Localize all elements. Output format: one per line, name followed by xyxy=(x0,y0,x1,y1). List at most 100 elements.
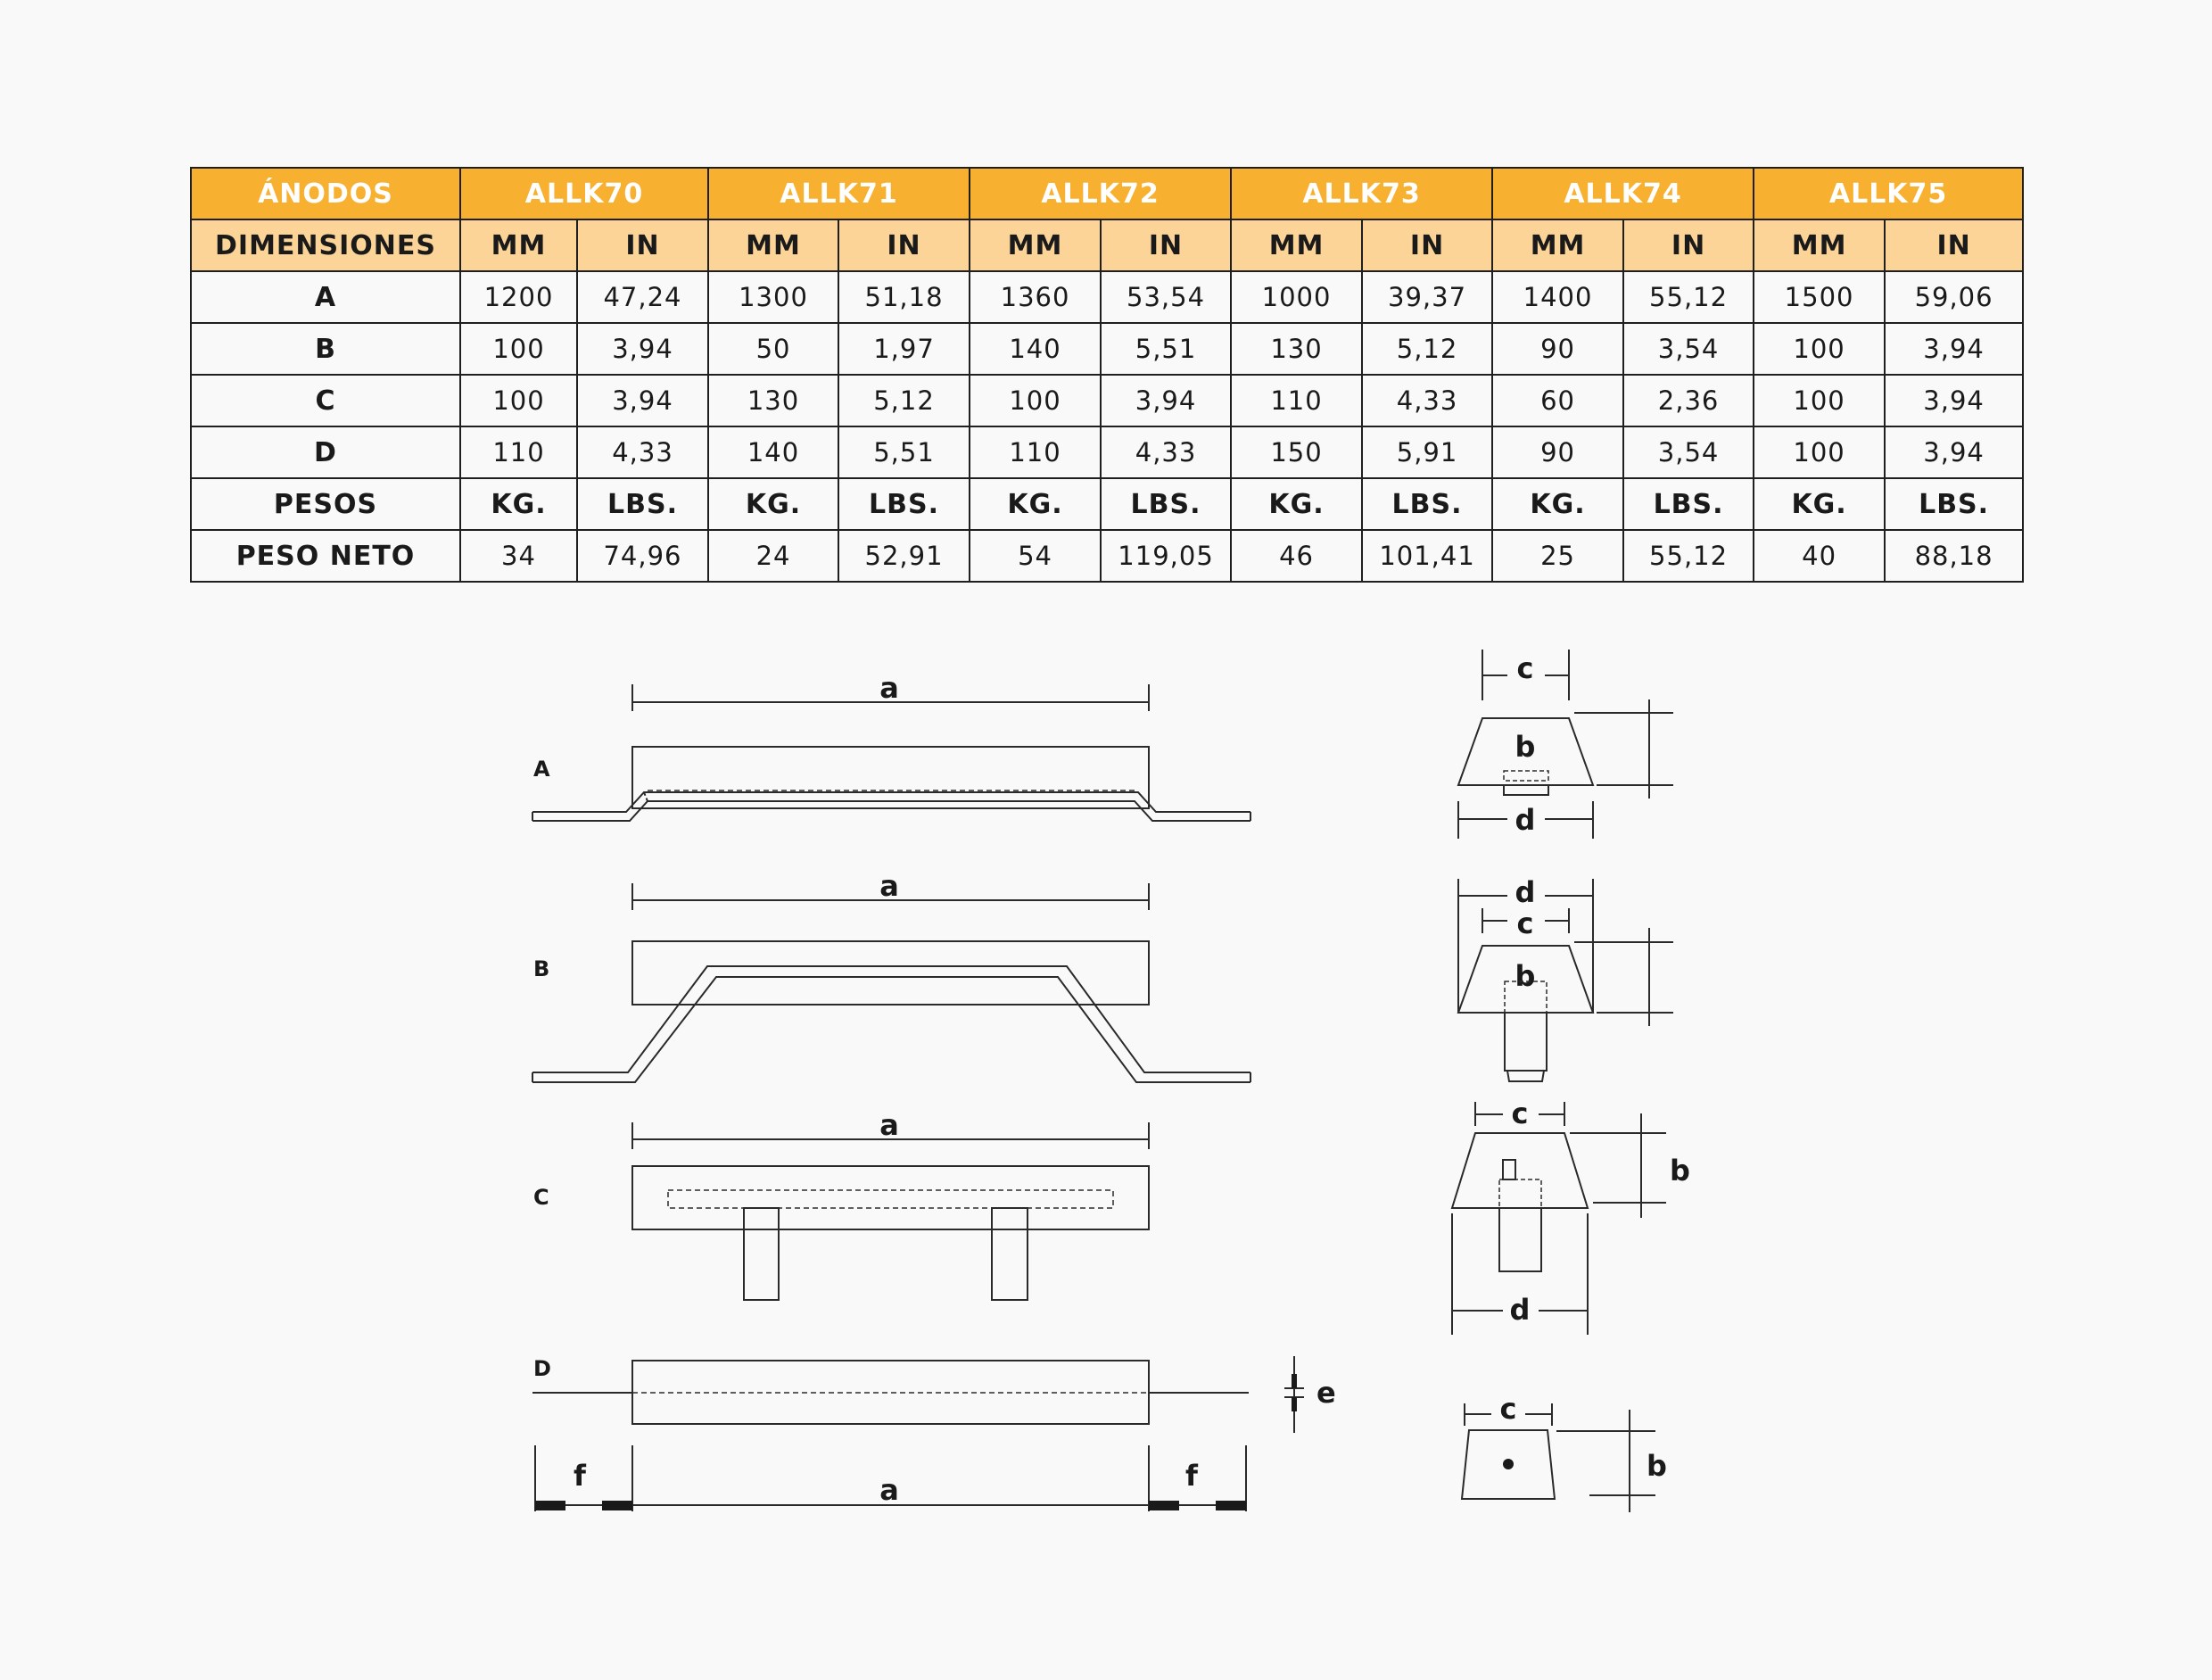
unit-header-row: DIMENSIONES MM IN MM IN MM IN MM IN MM I… xyxy=(190,219,2025,272)
cell-value: 59,06 xyxy=(1884,270,2025,324)
unit-mm: MM xyxy=(707,219,840,272)
cell-value: 3,94 xyxy=(1100,374,1233,427)
cell-value: 4,33 xyxy=(575,426,710,479)
cell-value: 4,33 xyxy=(1361,374,1494,427)
unit-mm: MM xyxy=(969,219,1102,272)
dim-c-label: c xyxy=(1512,1097,1529,1130)
cell-value: 3,94 xyxy=(1884,426,2025,479)
cell-value: 2,36 xyxy=(1622,374,1755,427)
dim-f-label: f xyxy=(1185,1459,1199,1493)
cell-value: 25 xyxy=(1491,529,1625,583)
cell-value: 3,54 xyxy=(1622,426,1755,479)
dim-c-label: c xyxy=(1500,1392,1517,1426)
cell-value: 88,18 xyxy=(1884,529,2025,583)
cell-value: 5,51 xyxy=(1100,322,1233,376)
dim-d-label: d xyxy=(1510,1293,1531,1327)
cell-value: 100 xyxy=(1753,426,1886,479)
row-label: B xyxy=(190,322,461,376)
dim-d-label: d xyxy=(1515,875,1536,909)
cell-value: 1300 xyxy=(707,270,840,324)
cell-value: 100 xyxy=(459,322,578,376)
dim-a-label: a xyxy=(879,869,899,903)
unit-kg: KG. xyxy=(707,477,840,531)
cell-value: 3,54 xyxy=(1622,322,1755,376)
cell-value: 4,33 xyxy=(1100,426,1233,479)
dim-b-label: b xyxy=(1647,1449,1667,1483)
section-type-a: c b d xyxy=(1457,650,1673,839)
cell-value: 140 xyxy=(969,322,1102,376)
model-header: ALLK70 xyxy=(458,167,710,220)
cell-value: 101,41 xyxy=(1361,529,1494,583)
unit-kg: KG. xyxy=(459,477,578,531)
cell-value: 47,24 xyxy=(575,270,710,324)
section-type-c: c b d xyxy=(1450,1097,1690,1335)
dim-a-label: a xyxy=(879,1473,899,1507)
unit-in: IN xyxy=(838,219,971,272)
cell-value: 1500 xyxy=(1753,270,1886,324)
unit-mm: MM xyxy=(1491,219,1625,272)
cell-value: 140 xyxy=(707,426,840,479)
net-weight-row: PESO NETO 34 74,96 24 52,91 54 119,05 46… xyxy=(190,529,2025,583)
dimensions-header: DIMENSIONES xyxy=(190,219,461,272)
weights-unit-row: PESOS KG. LBS. KG. LBS. KG. LBS. KG. LBS… xyxy=(190,477,2025,531)
cell-value: 74,96 xyxy=(575,529,710,583)
cell-value: 24 xyxy=(707,529,840,583)
cell-value: 1200 xyxy=(459,270,578,324)
dim-c-label: c xyxy=(1517,906,1534,940)
type-a-label: A xyxy=(533,757,550,782)
cell-value: 5,91 xyxy=(1361,426,1494,479)
type-d-label: D xyxy=(533,1356,551,1381)
cell-value: 100 xyxy=(1753,322,1886,376)
cell-value: 39,37 xyxy=(1361,270,1494,324)
cell-value: 34 xyxy=(459,529,578,583)
cell-value: 100 xyxy=(969,374,1102,427)
cell-value: 110 xyxy=(969,426,1102,479)
cell-value: 130 xyxy=(707,374,840,427)
cell-value: 100 xyxy=(1753,374,1886,427)
model-header-row: ÁNODOS ALLK70 ALLK71 ALLK72 ALLK73 ALLK7… xyxy=(190,167,2025,220)
unit-lbs: LBS. xyxy=(1622,477,1755,531)
type-b-label: B xyxy=(533,956,549,981)
unit-lbs: LBS. xyxy=(838,477,971,531)
cell-value: 5,51 xyxy=(838,426,971,479)
unit-mm: MM xyxy=(459,219,578,272)
cell-value: 3,94 xyxy=(575,374,710,427)
dim-a-label: a xyxy=(879,671,899,705)
dimension-row-d: D 110 4,33 140 5,51 110 4,33 150 5,91 90… xyxy=(190,426,2025,479)
cell-value: 50 xyxy=(707,322,840,376)
cell-value: 51,18 xyxy=(838,270,971,324)
cell-value: 53,54 xyxy=(1100,270,1233,324)
anode-spec-table: ÁNODOS ALLK70 ALLK71 ALLK72 ALLK73 ALLK7… xyxy=(190,167,2025,583)
unit-in: IN xyxy=(1884,219,2025,272)
dimension-row-b: B 100 3,94 50 1,97 140 5,51 130 5,12 90 … xyxy=(190,322,2025,376)
weights-label: PESOS xyxy=(190,477,461,531)
cell-value: 52,91 xyxy=(838,529,971,583)
dimension-row-c: C 100 3,94 130 5,12 100 3,94 110 4,33 60… xyxy=(190,374,2025,427)
model-header: ALLK75 xyxy=(1753,167,2025,220)
model-header: ALLK71 xyxy=(707,167,971,220)
dimension-row-a: A 1200 47,24 1300 51,18 1360 53,54 1000 … xyxy=(190,270,2025,324)
unit-in: IN xyxy=(575,219,710,272)
row-label: D xyxy=(190,426,461,479)
cell-value: 1000 xyxy=(1230,270,1364,324)
row-label: C xyxy=(190,374,461,427)
dim-a-label: a xyxy=(879,1108,899,1142)
cell-value: 110 xyxy=(459,426,578,479)
dim-b-label: b xyxy=(1515,959,1536,993)
row-label: A xyxy=(190,270,461,324)
cell-value: 55,12 xyxy=(1622,529,1755,583)
cell-value: 119,05 xyxy=(1100,529,1233,583)
unit-lbs: LBS. xyxy=(575,477,710,531)
drawing-type-d: D e f a f xyxy=(532,1356,1336,1511)
unit-mm: MM xyxy=(1753,219,1886,272)
net-weight-label: PESO NETO xyxy=(190,529,461,583)
unit-mm: MM xyxy=(1230,219,1364,272)
cell-value: 3,94 xyxy=(1884,322,2025,376)
type-c-label: C xyxy=(533,1185,549,1210)
unit-in: IN xyxy=(1100,219,1233,272)
unit-lbs: LBS. xyxy=(1100,477,1233,531)
drawing-type-a: A a xyxy=(532,671,1251,822)
drawing-type-c: C a xyxy=(533,1108,1150,1301)
cell-value: 46 xyxy=(1230,529,1364,583)
